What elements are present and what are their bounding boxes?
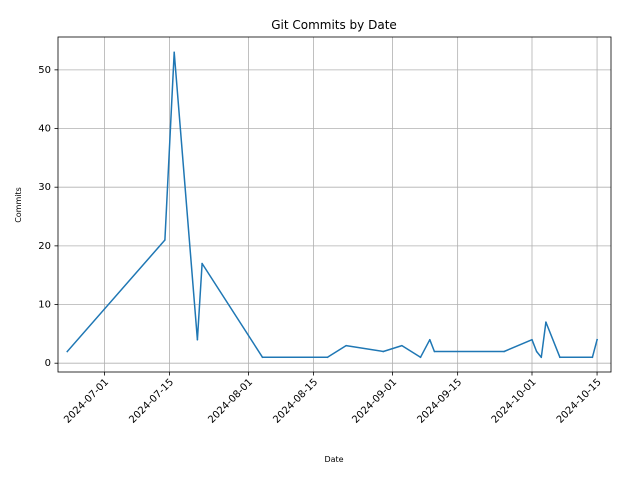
x-tick-label: 2024-09-15 [415,377,464,426]
y-tick-label: 40 [38,124,51,135]
x-axis-label: Date [324,455,343,464]
data-point [540,356,543,359]
x-tick-label: 2024-09-01 [350,377,399,426]
data-point [596,338,598,341]
chart-title: Git Commits by Date [271,18,397,32]
y-axis-label: Commits [14,187,23,223]
y-tick-label: 0 [45,358,51,369]
y-tick-label: 30 [38,182,51,193]
series [66,51,599,359]
data-point [261,356,264,359]
data-point [433,350,436,353]
data-point [535,350,538,353]
data-point [429,338,431,341]
y-tick-labels: 0 10 20 30 40 50 [38,65,51,369]
data-point [559,356,561,359]
x-tick-label: 2024-08-15 [271,377,320,426]
data-point [545,321,547,323]
data-point [382,350,385,353]
data-point [419,356,422,359]
tick-marks [54,69,598,376]
data-point [196,338,199,341]
data-point [531,338,533,341]
data-point [164,239,166,241]
x-tick-label: 2024-10-01 [490,377,539,426]
data-point [173,51,175,54]
commits-line [66,51,599,359]
y-tick-label: 20 [38,241,51,252]
grid [58,37,611,372]
data-point [401,344,403,347]
x-tick-label: 2024-08-01 [206,377,255,426]
y-tick-label: 50 [38,65,51,76]
x-tick-labels: 2024-07-01 2024-07-15 2024-08-01 2024-08-15… [62,377,603,426]
x-tick-label: 2024-10-15 [555,377,604,426]
plot-frame [57,36,612,373]
data-point [66,350,69,353]
data-point [201,262,203,265]
x-tick-label: 2024-07-01 [62,377,111,426]
data-point [503,350,505,353]
data-point [345,344,347,347]
y-tick-label: 10 [38,300,51,311]
x-tick-label: 2024-07-15 [127,377,176,426]
data-point [591,356,594,359]
data-point [326,356,329,359]
